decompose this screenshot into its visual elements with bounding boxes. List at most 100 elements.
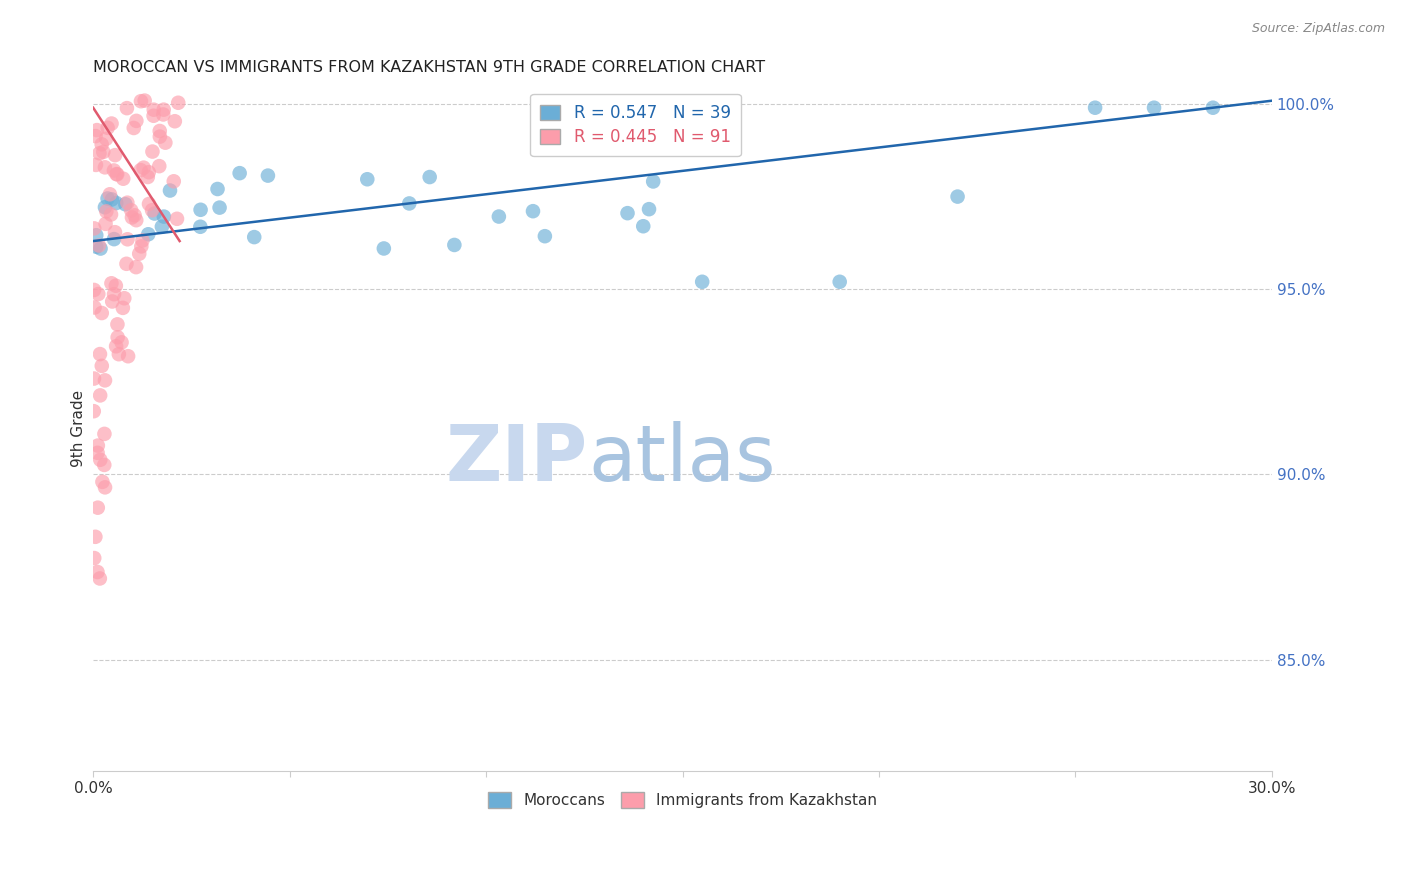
Point xyxy=(91,145,114,159)
Point xyxy=(207,182,229,196)
Point xyxy=(136,227,159,242)
Point xyxy=(188,219,211,234)
Point xyxy=(100,207,122,221)
Point xyxy=(141,145,163,159)
Point xyxy=(150,219,173,234)
Point xyxy=(141,203,163,218)
Point xyxy=(108,347,131,361)
Text: ZIP: ZIP xyxy=(446,421,588,497)
Text: MOROCCAN VS IMMIGRANTS FROM KAZAKHSTAN 9TH GRADE CORRELATION CHART: MOROCCAN VS IMMIGRANTS FROM KAZAKHSTAN 9… xyxy=(93,60,765,75)
Point xyxy=(163,174,186,188)
Point xyxy=(163,114,186,128)
Point xyxy=(149,124,172,138)
Point xyxy=(112,171,135,186)
Point xyxy=(101,193,124,207)
Point xyxy=(166,211,188,226)
Legend: Moroccans, Immigrants from Kazakhstan: Moroccans, Immigrants from Kazakhstan xyxy=(482,786,883,814)
Point xyxy=(83,301,105,315)
Point xyxy=(117,232,139,246)
Point xyxy=(828,275,851,289)
Point xyxy=(522,204,544,219)
Point xyxy=(94,480,117,494)
Point xyxy=(125,114,148,128)
Point xyxy=(138,197,160,211)
Point xyxy=(90,137,112,152)
Point xyxy=(129,163,152,178)
Point xyxy=(104,148,127,162)
Point xyxy=(87,439,110,453)
Point xyxy=(96,204,118,219)
Point xyxy=(149,129,172,144)
Point xyxy=(98,187,121,202)
Point xyxy=(121,211,143,225)
Point xyxy=(1143,101,1166,115)
Point xyxy=(129,94,152,108)
Point xyxy=(91,475,114,489)
Point xyxy=(131,234,153,248)
Point xyxy=(90,359,112,373)
Point xyxy=(83,404,105,418)
Point xyxy=(134,94,156,108)
Point xyxy=(103,287,125,301)
Point xyxy=(132,161,155,175)
Point xyxy=(84,158,107,172)
Point xyxy=(87,287,110,301)
Point xyxy=(131,239,153,253)
Point xyxy=(152,107,174,121)
Point xyxy=(125,213,148,227)
Point xyxy=(86,123,108,137)
Point xyxy=(228,166,250,180)
Point xyxy=(190,202,212,217)
Point xyxy=(89,572,111,586)
Point xyxy=(110,335,132,350)
Point xyxy=(107,318,129,332)
Y-axis label: 9th Grade: 9th Grade xyxy=(72,390,86,467)
Point xyxy=(155,136,177,150)
Point xyxy=(117,349,139,363)
Point xyxy=(104,225,127,239)
Point xyxy=(90,306,112,320)
Text: atlas: atlas xyxy=(588,421,776,497)
Point xyxy=(83,221,105,235)
Point xyxy=(97,192,120,206)
Point xyxy=(356,172,378,186)
Point xyxy=(103,232,125,246)
Point xyxy=(94,161,117,175)
Point xyxy=(142,109,165,123)
Point xyxy=(111,301,134,315)
Point xyxy=(94,217,117,231)
Point xyxy=(488,210,510,224)
Point xyxy=(101,294,124,309)
Point xyxy=(100,277,122,291)
Point xyxy=(86,446,108,460)
Point xyxy=(105,167,128,181)
Point xyxy=(105,196,128,211)
Point xyxy=(152,103,174,117)
Point xyxy=(1202,101,1225,115)
Point xyxy=(83,371,105,385)
Point xyxy=(94,132,117,146)
Point xyxy=(89,452,111,467)
Point xyxy=(89,347,111,361)
Point xyxy=(104,278,127,293)
Point xyxy=(114,197,136,211)
Point xyxy=(120,203,142,218)
Point xyxy=(398,196,420,211)
Point xyxy=(115,101,138,115)
Point xyxy=(89,388,111,402)
Point xyxy=(159,184,181,198)
Point xyxy=(83,283,105,297)
Point xyxy=(616,206,638,220)
Point xyxy=(87,238,110,252)
Point xyxy=(946,189,969,203)
Point xyxy=(638,202,661,216)
Point xyxy=(443,238,465,252)
Point xyxy=(136,169,159,184)
Point xyxy=(125,260,148,274)
Point xyxy=(153,210,176,224)
Point xyxy=(97,120,120,135)
Point xyxy=(84,530,107,544)
Point xyxy=(105,339,128,353)
Point xyxy=(257,169,280,183)
Point xyxy=(93,458,115,472)
